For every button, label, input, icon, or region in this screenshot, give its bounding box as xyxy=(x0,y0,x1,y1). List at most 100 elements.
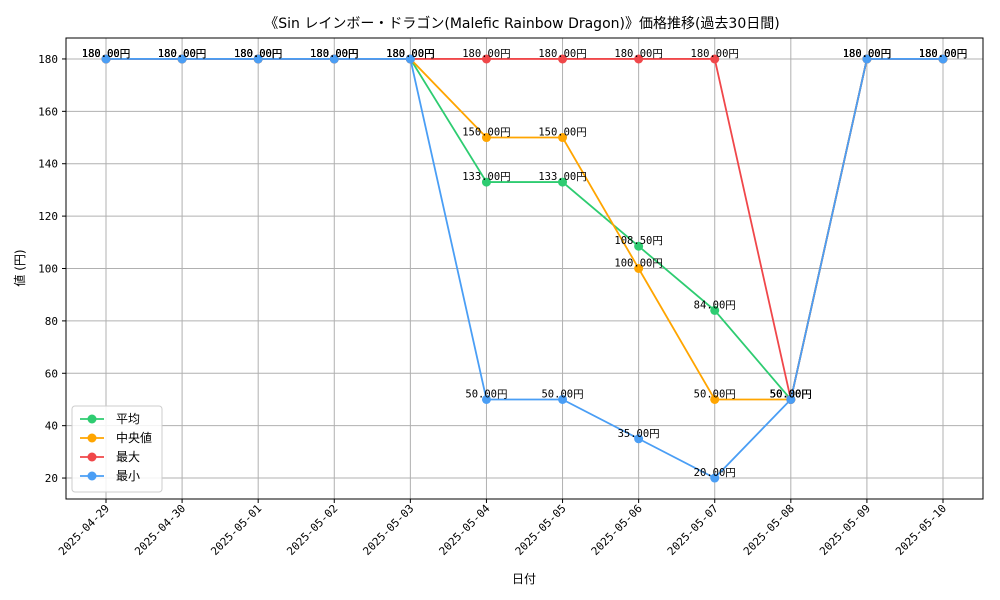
series-line xyxy=(106,58,943,401)
data-point xyxy=(558,177,568,187)
data-label: 180.00円 xyxy=(919,48,967,60)
data-point xyxy=(481,394,491,404)
data-label: 180.00円 xyxy=(843,48,891,60)
data-point xyxy=(558,54,568,64)
data-label: 180.00円 xyxy=(386,48,434,60)
x-tick-label: 2025-05-07 xyxy=(665,502,721,558)
data-label: 133.00円 xyxy=(462,171,510,183)
data-label: 180.00円 xyxy=(462,48,510,60)
series-line xyxy=(106,58,943,400)
data-label: 180.00円 xyxy=(234,48,282,60)
legend-swatch-marker xyxy=(87,433,97,443)
data-label: 180.00円 xyxy=(310,48,358,60)
legend-frame xyxy=(71,405,163,493)
data-label: 150.00円 xyxy=(538,127,586,139)
x-tick-label: 2025-05-06 xyxy=(589,502,645,558)
data-point xyxy=(786,394,796,404)
data-point xyxy=(558,133,568,143)
data-point xyxy=(710,54,720,64)
data-label: 180.00円 xyxy=(310,48,358,60)
series-line xyxy=(106,58,943,402)
data-label: 20.00円 xyxy=(694,467,736,479)
y-tick-label: 40 xyxy=(45,420,58,433)
data-point xyxy=(329,54,339,64)
data-label: 180.00円 xyxy=(538,48,586,60)
legend-entry: 平均 xyxy=(116,412,140,426)
legend-swatch-marker xyxy=(87,414,97,424)
x-tick-label: 2025-05-01 xyxy=(208,502,264,558)
data-point xyxy=(634,241,644,251)
x-tick-label: 2025-05-09 xyxy=(817,502,873,558)
data-label: 180.00円 xyxy=(234,48,282,60)
series-layer xyxy=(101,54,948,483)
data-label: 180.00円 xyxy=(614,48,662,60)
data-point xyxy=(634,264,644,273)
data-label: 180.00円 xyxy=(843,48,891,60)
data-label: 180.00円 xyxy=(234,48,282,60)
data-point xyxy=(710,305,720,315)
data-point xyxy=(481,177,491,187)
data-label: 50.00円 xyxy=(770,388,812,400)
legend-entry: 最小 xyxy=(116,469,140,483)
data-label: 50.00円 xyxy=(770,388,812,400)
data-label: 100.00円 xyxy=(614,258,662,270)
data-labels: 180.00円 180.00円 180.00円 180.00円 180.00円 133.0… xyxy=(82,48,967,479)
data-point xyxy=(634,54,644,64)
data-label: 150.00円 xyxy=(462,127,510,139)
y-tick-label: 100 xyxy=(38,263,58,276)
data-label: 180.00円 xyxy=(386,48,434,60)
data-label: 180.00円 xyxy=(843,48,891,60)
data-point xyxy=(177,54,187,64)
data-point xyxy=(481,133,491,143)
data-label: 180.00円 xyxy=(919,48,967,60)
data-label: 180.00円 xyxy=(82,48,130,60)
y-tick-label: 80 xyxy=(45,315,58,328)
data-label: 180.00円 xyxy=(234,48,282,60)
legend-entry: 最大 xyxy=(116,450,140,464)
data-label: 180.00円 xyxy=(919,48,967,60)
y-tick-label: 120 xyxy=(38,210,58,223)
data-label: 180.00円 xyxy=(158,48,206,60)
grid xyxy=(66,38,983,499)
y-tick-label: 160 xyxy=(38,105,58,118)
x-tick-label: 2025-05-03 xyxy=(360,502,416,558)
x-tick-label: 2025-05-02 xyxy=(284,502,340,558)
x-tick-label: 2025-05-08 xyxy=(741,502,797,558)
data-label: 180.00円 xyxy=(691,48,739,60)
y-axis: 20 40 60 80 100 120 140 160 180 xyxy=(38,53,66,485)
x-tick-label: 2025-05-05 xyxy=(513,502,569,558)
y-tick-label: 140 xyxy=(38,158,58,171)
data-label: 108.50円 xyxy=(614,235,662,247)
y-tick-label: 20 xyxy=(45,472,58,485)
data-label: 180.00円 xyxy=(158,48,206,60)
data-label: 180.00円 xyxy=(310,48,358,60)
data-label: 180.00円 xyxy=(919,48,967,60)
legend-entry: 中央値 xyxy=(116,430,152,445)
x-axis: 2025-04-29 2025-04-30 2025-05-01 2025-05-02… xyxy=(56,499,949,558)
data-point xyxy=(253,54,263,64)
data-label: 180.00円 xyxy=(82,48,130,60)
data-point xyxy=(634,434,644,444)
data-label: 50.00円 xyxy=(541,388,583,400)
data-point xyxy=(558,394,568,404)
data-label: 50.00円 xyxy=(770,388,812,400)
y-axis-label: 値 (円) xyxy=(12,249,27,286)
data-point xyxy=(101,54,111,64)
data-point xyxy=(862,54,872,64)
y-tick-label: 180 xyxy=(38,53,58,66)
data-label: 180.00円 xyxy=(158,48,206,60)
data-label: 180.00円 xyxy=(386,48,434,60)
x-axis-label: 日付 xyxy=(512,572,536,586)
data-label: 180.00円 xyxy=(158,48,206,60)
data-label: 180.00円 xyxy=(386,48,434,60)
x-tick-label: 2025-04-29 xyxy=(56,502,112,558)
data-label: 50.00円 xyxy=(694,388,736,400)
data-label: 35.00円 xyxy=(618,428,660,440)
data-label: 180.00円 xyxy=(310,48,358,60)
legend-swatch-marker xyxy=(87,471,97,481)
y-tick-label: 60 xyxy=(45,367,58,380)
data-label: 133.00円 xyxy=(538,171,586,183)
data-point xyxy=(710,394,720,404)
